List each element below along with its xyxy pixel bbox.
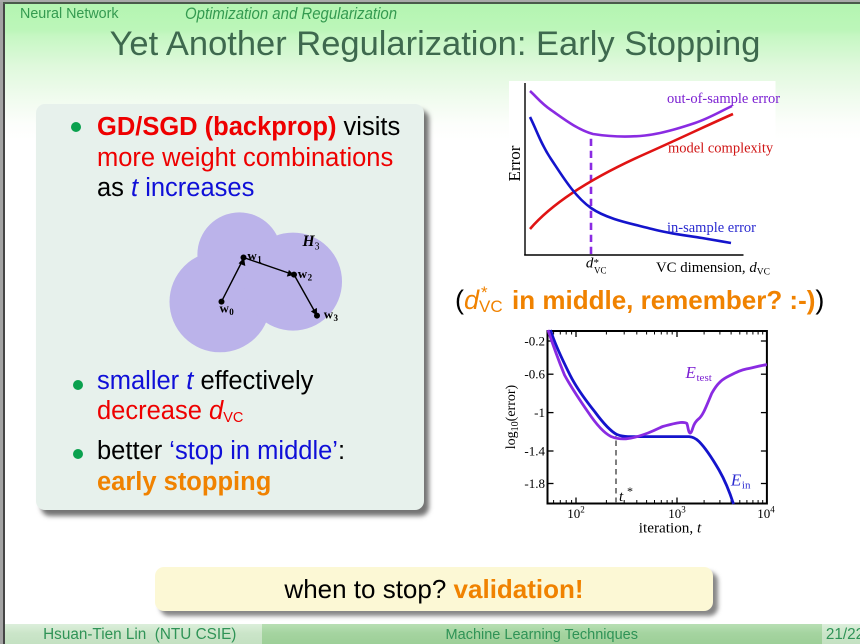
svg-text:1: 1 [257, 255, 262, 265]
svg-text:in: in [742, 480, 751, 492]
svg-text:out-of-sample error: out-of-sample error [667, 91, 780, 107]
svg-text:3: 3 [334, 313, 339, 323]
svg-text:VC dimension, dVC: VC dimension, dVC [656, 260, 770, 278]
svg-text:*: * [627, 484, 633, 498]
svg-text:w: w [324, 307, 334, 322]
svg-text:w: w [220, 301, 230, 316]
svg-text:log10(error): log10(error) [504, 384, 521, 449]
svg-text:-0.2: -0.2 [524, 333, 545, 348]
svg-text:model complexity: model complexity [668, 141, 774, 157]
svg-text:w: w [298, 266, 308, 281]
svg-text:-1.4: -1.4 [524, 443, 545, 458]
svg-text:0: 0 [229, 307, 234, 317]
svg-text:3: 3 [315, 242, 320, 253]
svg-text:Error: Error [505, 145, 524, 181]
svg-text:-1: -1 [534, 405, 545, 420]
svg-text:d: d [586, 256, 594, 272]
svg-text:test: test [697, 372, 712, 384]
svg-text:in-sample error: in-sample error [667, 220, 756, 236]
svg-text:E: E [730, 471, 742, 490]
svg-text:102: 102 [567, 505, 585, 522]
svg-text:2: 2 [308, 272, 313, 282]
svg-text:H: H [302, 233, 316, 250]
svg-text:iteration, t: iteration, t [639, 520, 702, 537]
svg-text:VC: VC [594, 266, 607, 276]
svg-text:w: w [247, 248, 257, 263]
svg-text:*: * [594, 257, 600, 269]
svg-text:104: 104 [757, 505, 775, 522]
svg-text:-1.8: -1.8 [524, 476, 545, 491]
svg-text:-0.6: -0.6 [524, 367, 545, 382]
svg-text:t: t [619, 489, 624, 505]
svg-text:E: E [685, 363, 697, 382]
